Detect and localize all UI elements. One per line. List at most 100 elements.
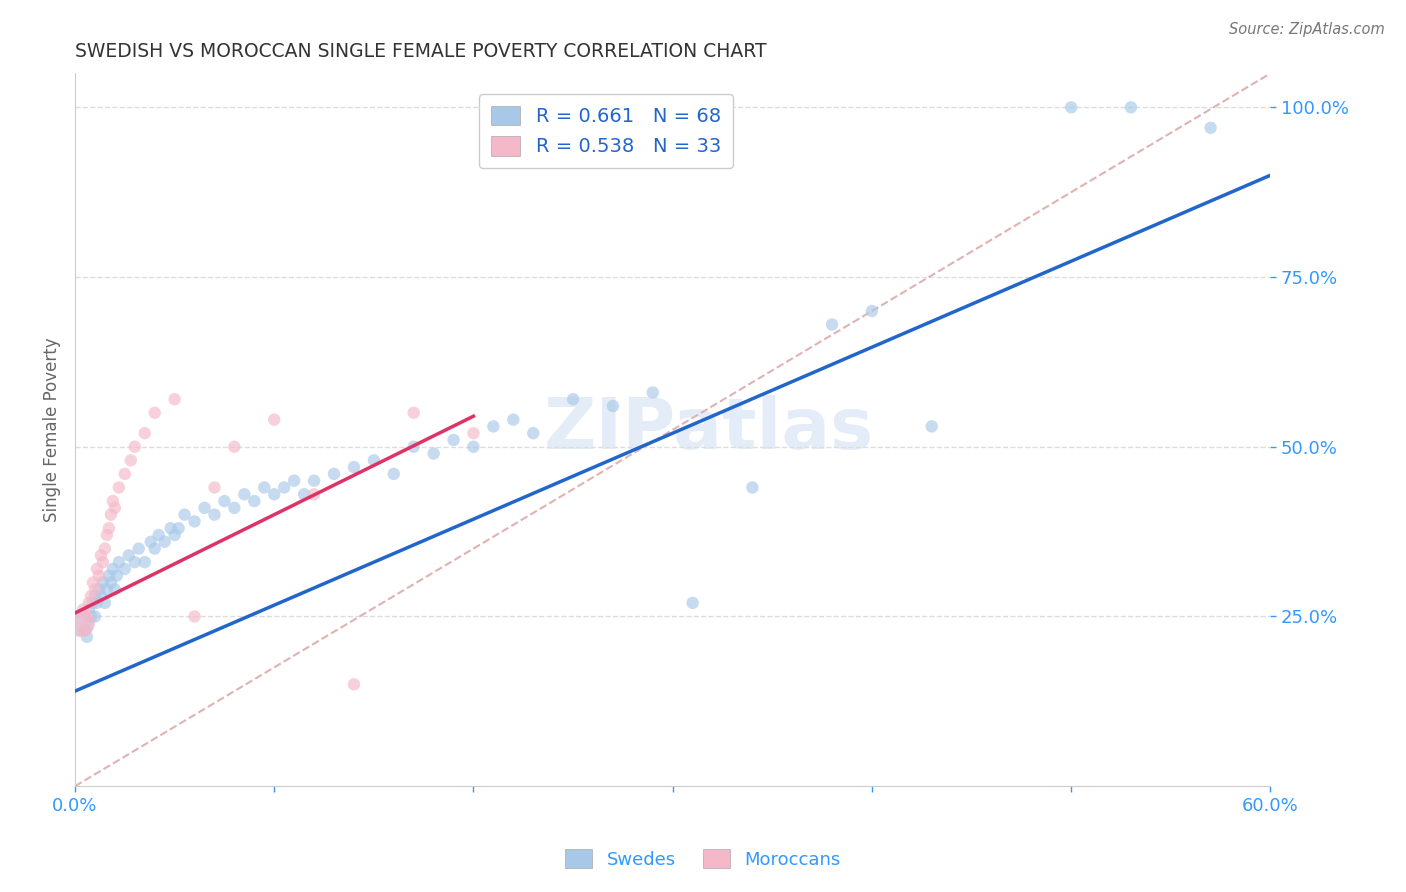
Point	[87, 582, 110, 597]
Point	[522, 426, 544, 441]
Point	[86, 562, 108, 576]
Point	[167, 521, 190, 535]
Point	[100, 575, 122, 590]
Point	[193, 500, 215, 515]
Point	[114, 562, 136, 576]
Point	[94, 596, 117, 610]
Point	[214, 494, 236, 508]
Point	[224, 440, 246, 454]
Text: ZIPatlas: ZIPatlas	[544, 395, 873, 464]
Point	[96, 528, 118, 542]
Point	[602, 399, 624, 413]
Point	[682, 596, 704, 610]
Point	[70, 616, 93, 631]
Point	[76, 609, 98, 624]
Point	[292, 487, 315, 501]
Point	[463, 440, 485, 454]
Point	[73, 623, 96, 637]
Point	[114, 467, 136, 481]
Point	[263, 412, 285, 426]
Point	[253, 481, 276, 495]
Point	[363, 453, 385, 467]
Point	[134, 555, 156, 569]
Point	[91, 575, 114, 590]
Point	[921, 419, 943, 434]
Point	[153, 534, 176, 549]
Point	[70, 616, 93, 631]
Point	[91, 555, 114, 569]
Point	[143, 406, 166, 420]
Point	[243, 494, 266, 508]
Point	[860, 304, 883, 318]
Point	[382, 467, 405, 481]
Point	[741, 481, 763, 495]
Point	[143, 541, 166, 556]
Point	[343, 460, 366, 475]
Point	[343, 677, 366, 691]
Point	[422, 446, 444, 460]
Point	[163, 392, 186, 407]
Point	[482, 419, 505, 434]
Point	[463, 426, 485, 441]
Point	[84, 589, 107, 603]
Point	[73, 623, 96, 637]
Point	[77, 596, 100, 610]
Text: Source: ZipAtlas.com: Source: ZipAtlas.com	[1229, 22, 1385, 37]
Point	[97, 521, 120, 535]
Point	[402, 406, 425, 420]
Point	[204, 481, 226, 495]
Text: SWEDISH VS MOROCCAN SINGLE FEMALE POVERTY CORRELATION CHART: SWEDISH VS MOROCCAN SINGLE FEMALE POVERT…	[75, 42, 766, 61]
Point	[139, 534, 162, 549]
Point	[104, 500, 127, 515]
Point	[204, 508, 226, 522]
Legend: Swedes, Moroccans: Swedes, Moroccans	[558, 842, 848, 876]
Point	[1119, 100, 1142, 114]
Point	[183, 609, 205, 624]
Point	[84, 582, 107, 597]
Point	[76, 630, 98, 644]
Point	[148, 528, 170, 542]
Point	[163, 528, 186, 542]
Point	[821, 318, 844, 332]
Point	[173, 508, 195, 522]
Point	[94, 541, 117, 556]
Point	[100, 508, 122, 522]
Point	[443, 433, 465, 447]
Point	[108, 555, 131, 569]
Point	[118, 549, 141, 563]
Point	[101, 562, 124, 576]
Point	[120, 453, 142, 467]
Point	[302, 474, 325, 488]
Point	[105, 568, 128, 582]
Point	[641, 385, 664, 400]
Point	[90, 589, 112, 603]
Point	[263, 487, 285, 501]
Legend: R = 0.661   N = 68, R = 0.538   N = 33: R = 0.661 N = 68, R = 0.538 N = 33	[479, 94, 733, 168]
Point	[97, 568, 120, 582]
Point	[101, 494, 124, 508]
Point	[134, 426, 156, 441]
Point	[96, 582, 118, 597]
Point	[233, 487, 256, 501]
Point	[80, 609, 103, 624]
Point	[86, 596, 108, 610]
Point	[183, 515, 205, 529]
Point	[124, 440, 146, 454]
Point	[562, 392, 585, 407]
Point	[87, 568, 110, 582]
Point	[128, 541, 150, 556]
Point	[302, 487, 325, 501]
Point	[82, 575, 104, 590]
Point	[159, 521, 181, 535]
Point	[124, 555, 146, 569]
Point	[82, 596, 104, 610]
Point	[323, 467, 346, 481]
Point	[283, 474, 305, 488]
Point	[90, 549, 112, 563]
Y-axis label: Single Female Poverty: Single Female Poverty	[44, 337, 60, 522]
Point	[84, 609, 107, 624]
Point	[273, 481, 295, 495]
Point	[502, 412, 524, 426]
Point	[1199, 120, 1222, 135]
Point	[77, 602, 100, 616]
